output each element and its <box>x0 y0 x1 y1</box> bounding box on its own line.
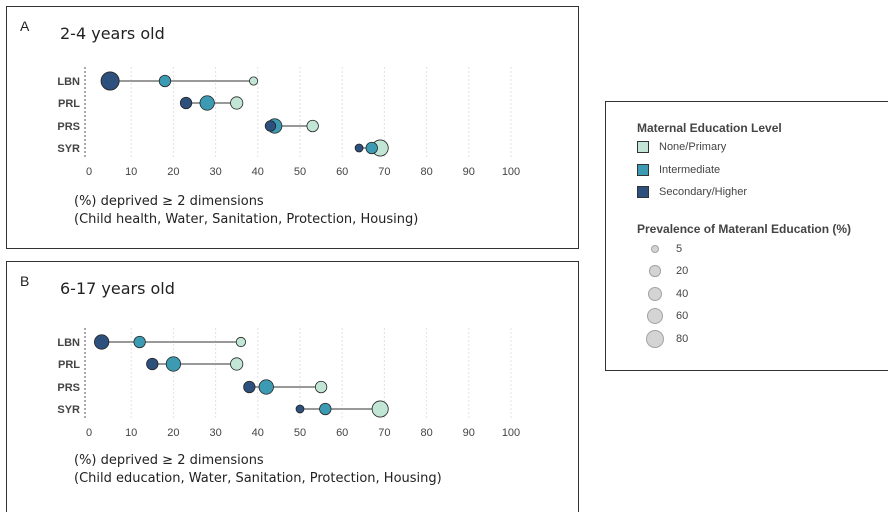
panel-letter: B <box>20 273 30 289</box>
data-point <box>230 96 244 110</box>
y-category-label: PRL <box>58 359 80 371</box>
panel-b: B 6-17 years old 0 10 20 30 40 50 60 70 80 90 100 L… <box>6 261 579 512</box>
data-point <box>235 336 247 348</box>
x-tick-label: 10 <box>125 427 137 439</box>
x-tick-label: 100 <box>502 166 520 178</box>
legend-size-label: 60 <box>676 310 689 322</box>
x-tick-label: 100 <box>502 427 520 439</box>
x-tick-label: 0 <box>86 166 92 178</box>
x-axis-label: (%) deprived ≥ 2 dimensions <box>74 453 264 468</box>
x-axis-label-detail: (Child education, Water, Sanitation, Pro… <box>74 471 442 486</box>
data-point <box>306 119 319 133</box>
legend-size-label: 40 <box>676 288 689 300</box>
legend-size-label: 20 <box>676 265 689 277</box>
legend-item: Intermediate <box>637 162 720 178</box>
legend-size-label: 5 <box>676 243 683 255</box>
legend-size-item: 5 <box>640 239 682 259</box>
data-point <box>146 357 159 371</box>
data-point <box>133 335 146 349</box>
data-point <box>371 400 389 418</box>
data-point <box>295 404 305 414</box>
x-tick-label: 30 <box>209 427 221 439</box>
data-point <box>314 380 328 394</box>
legend-size-item: 60 <box>640 306 688 326</box>
x-tick-label: 90 <box>463 166 475 178</box>
data-point <box>94 334 110 350</box>
y-category-label: LBN <box>57 76 80 88</box>
panel-letter: A <box>20 18 30 34</box>
y-category-label: LBN <box>57 337 80 349</box>
x-tick-label: 60 <box>336 166 348 178</box>
legend-item: Secondary/Higher <box>637 184 747 200</box>
legend-item: None/Primary <box>637 139 726 155</box>
data-point <box>264 120 277 132</box>
x-axis-label-detail: (Child health, Water, Sanitation, Protec… <box>74 212 419 227</box>
panel-a: A 2-4 years old 0 10 20 30 40 50 60 70 80 90 100 LB… <box>6 6 579 249</box>
legend-size-circle <box>646 307 664 325</box>
x-tick-label: 70 <box>378 166 390 178</box>
y-category-label: PRS <box>57 121 80 133</box>
legend-size-circle <box>645 329 665 349</box>
legend-size-item: 80 <box>640 329 688 349</box>
legend-label: Intermediate <box>659 164 721 176</box>
legend-color-title: Maternal Education Level <box>637 121 782 135</box>
legend-size-title: Prevalence of Materanl Education (%) <box>637 222 852 236</box>
legend: Maternal Education Level None/Primary In… <box>605 101 888 371</box>
data-point <box>249 76 259 86</box>
x-tick-label: 0 <box>86 427 92 439</box>
x-tick-label: 20 <box>167 166 179 178</box>
legend-swatch <box>637 141 649 153</box>
legend-size-circle <box>647 286 663 302</box>
data-point <box>199 95 215 111</box>
legend-swatch <box>637 164 649 176</box>
panel-title: 6-17 years old <box>60 279 175 298</box>
panel-title: 2-4 years old <box>60 24 165 43</box>
x-tick-label: 90 <box>463 427 475 439</box>
x-tick-label: 40 <box>252 166 264 178</box>
data-point <box>230 357 244 371</box>
legend-size-circle <box>649 265 661 277</box>
data-point <box>365 141 378 155</box>
dumbbell-chart-b: 0 10 20 30 40 50 60 70 80 90 100 LBN PRL PRS SYR <box>57 328 520 439</box>
legend-swatch <box>637 186 649 198</box>
data-point <box>179 96 193 110</box>
x-tick-label: 50 <box>294 166 306 178</box>
y-category-label: PRL <box>58 98 80 110</box>
y-category-label: PRS <box>57 382 80 394</box>
x-tick-label: 30 <box>209 166 221 178</box>
x-tick-label: 20 <box>167 427 179 439</box>
data-point <box>354 143 364 153</box>
x-tick-label: 80 <box>420 427 432 439</box>
dumbbell-chart-a: 0 10 20 30 40 50 60 70 80 90 100 LBN PRL PRS SYR <box>57 67 520 178</box>
x-tick-label: 50 <box>294 427 306 439</box>
x-axis-label: (%) deprived ≥ 2 dimensions <box>74 194 264 209</box>
legend-label: None/Primary <box>659 141 727 153</box>
x-tick-label: 40 <box>252 427 264 439</box>
data-point <box>165 356 182 372</box>
data-point <box>158 74 172 88</box>
y-category-label: SYR <box>57 143 80 155</box>
x-tick-label: 10 <box>125 166 137 178</box>
y-category-label: SYR <box>57 404 80 416</box>
x-tick-label: 70 <box>378 427 390 439</box>
legend-size-item: 20 <box>640 261 688 281</box>
legend-label: Secondary/Higher <box>659 186 748 198</box>
data-point <box>319 402 332 416</box>
legend-size-circle <box>651 245 659 253</box>
legend-size-item: 40 <box>640 284 688 304</box>
legend-size-label: 80 <box>676 333 689 345</box>
x-tick-label: 80 <box>420 166 432 178</box>
data-point <box>100 71 120 91</box>
data-point <box>243 380 256 394</box>
x-tick-label: 60 <box>336 427 348 439</box>
data-point <box>258 379 274 395</box>
